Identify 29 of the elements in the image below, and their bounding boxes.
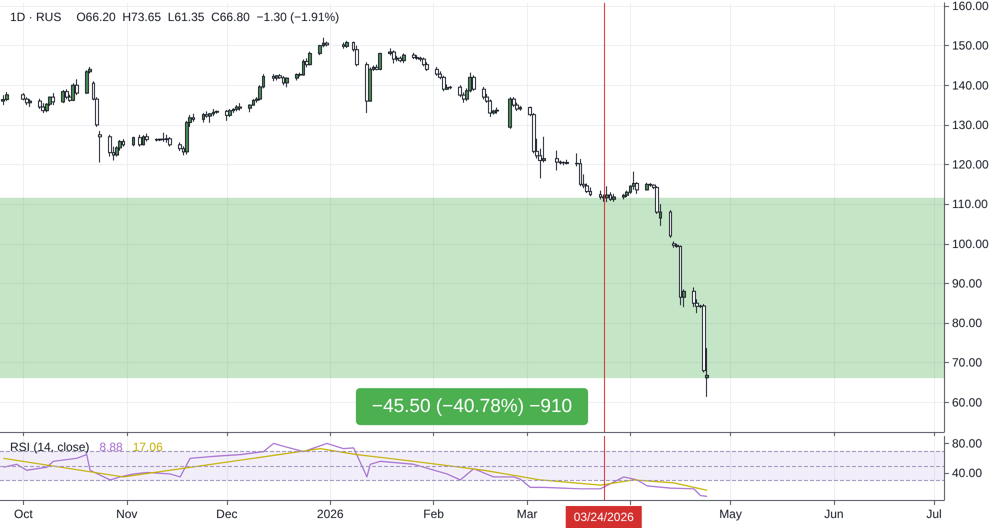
- annotation: 8.88: [99, 440, 124, 454]
- y-tick-label: 70.00: [952, 356, 982, 370]
- y-tick-label: 110.00: [952, 197, 988, 212]
- x-tick-label: Dec: [216, 507, 238, 521]
- y-tick-label: 100.00: [952, 236, 990, 251]
- x-tick-label: Feb: [423, 507, 444, 521]
- y-tick-label: 60.00: [952, 395, 982, 410]
- x-tick-label: Mar: [516, 507, 538, 521]
- text: O66.20 H73.65 L61.35 C66.80 −1.30 (−1.91%): [76, 10, 340, 24]
- x-tick-label: Jun: [824, 507, 844, 521]
- y-tick-label: 90.00: [952, 276, 982, 290]
- ref-line-label: 03/24/2026: [574, 510, 634, 524]
- x-tick-label: 2026: [316, 507, 344, 521]
- y-tick-label: 140.00: [952, 78, 990, 92]
- y-tick-label: 80.00: [952, 436, 982, 450]
- y-tick-label: 160.00: [952, 0, 990, 13]
- x-tick-label: Oct: [14, 507, 34, 521]
- x-tick-label: May: [719, 507, 742, 521]
- y-tick-label: 150.00: [952, 38, 990, 53]
- y-tick-label: 40.00: [952, 466, 982, 480]
- y-tick-label: 130.00: [952, 118, 990, 132]
- x-tick-label: Jul: [926, 507, 942, 521]
- x-tick-label: Nov: [116, 507, 138, 521]
- annotation: 17.06: [132, 440, 164, 454]
- chart-title: RSI (14, close): [10, 440, 90, 454]
- y-tick-label: 80.00: [952, 316, 982, 330]
- y-tick-label: 120.00: [952, 158, 990, 172]
- band-label: −45.50 (−40.78%) −910: [372, 396, 572, 418]
- text: 1D · RUS: [10, 10, 62, 24]
